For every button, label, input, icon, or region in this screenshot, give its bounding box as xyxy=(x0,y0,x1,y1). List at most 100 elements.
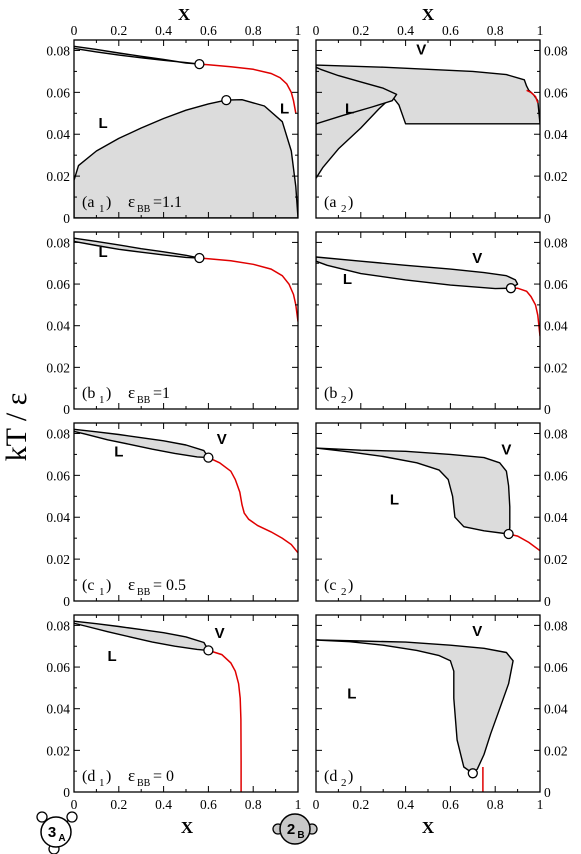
critical-line xyxy=(526,89,539,104)
coexistence-region-1 xyxy=(74,45,201,65)
y-tick-label-left: 0.06 xyxy=(46,468,70,483)
panel-label-sub: 2 xyxy=(341,394,347,406)
y-tick-label-left: 0.02 xyxy=(46,360,70,375)
x-tick-label-bottom: 0 xyxy=(71,797,78,812)
epsilon-value: =1 xyxy=(153,385,170,402)
x-tick-label-top: 0.4 xyxy=(155,23,172,38)
panel-d1: L V 0 0.2 0.4 0.6 0.8 1 0 0.02 0.04 0.06 0.08 (d 1) ε BB… xyxy=(46,614,301,812)
panel-label-sub: 1 xyxy=(99,203,105,215)
x-tick-label-top: 1 xyxy=(295,23,302,38)
epsilon-symbol: ε xyxy=(128,383,135,402)
molecule-a-digit: 3 xyxy=(48,824,56,841)
y-tick-label-left: 0.04 xyxy=(46,510,70,525)
x-tick-label-bottom: 0.2 xyxy=(110,797,127,812)
y-tick-label-left: 0.08 xyxy=(46,618,70,633)
phase-label-l: L xyxy=(345,100,354,117)
x-axis-title-top-left: X xyxy=(178,5,191,24)
coexistence-region-1 xyxy=(74,620,210,652)
phase-label-v: V xyxy=(217,431,227,448)
plot-area xyxy=(74,428,298,554)
critical-line xyxy=(199,63,297,114)
panel-a2: V L 0 0.2 0.4 0.6 0.8 1 0 0.02 0.04 0.06 0.08 (a 2) xyxy=(313,23,568,226)
y-tick-label-left: 0.04 xyxy=(46,127,70,142)
epsilon-value: = 0 xyxy=(153,768,174,785)
y-tick-label-left: 0.04 xyxy=(46,319,70,334)
phase-label-l: L xyxy=(99,115,108,132)
coexistence-region-2 xyxy=(316,66,398,125)
y-tick-label-right: 0.02 xyxy=(544,360,568,375)
x-tick-label-top: 0 xyxy=(71,23,78,38)
y-axis-title: kT / ε xyxy=(0,393,33,462)
epsilon-sub: BB xyxy=(137,778,151,789)
panel-b1: L 0 0.02 0.04 0.06 0.08 (b 1) ε BB =1 xyxy=(46,231,299,417)
phase-label-l: L xyxy=(114,444,123,461)
molecule-b-sub: B xyxy=(297,830,304,841)
x-tick-label-bottom: 0.6 xyxy=(200,797,217,812)
epsilon-value: = 0.5 xyxy=(153,577,186,594)
panel-label-tail: ) xyxy=(106,768,111,785)
y-tick-label-left: 0 xyxy=(63,785,70,800)
critical-line xyxy=(508,533,540,552)
phase-label-l: L xyxy=(343,271,352,288)
y-tick-label-right: 0 xyxy=(544,594,551,609)
plot-area xyxy=(316,447,540,552)
x-tick-label-bottom: 0.8 xyxy=(245,797,262,812)
panel-label-tail: ) xyxy=(106,194,111,211)
panel-label-sub: 2 xyxy=(341,203,347,215)
y-tick-label-right: 0.04 xyxy=(544,510,568,525)
molecule-b-digit: 2 xyxy=(287,821,295,838)
y-tick-label-left: 0 xyxy=(63,211,70,226)
critical-line xyxy=(199,257,298,322)
epsilon-value: =1.1 xyxy=(153,194,182,211)
panels-layer: LL0 0.2 0.4 0.6 0.8 100.020.040.060.08(a 1) ε BB… xyxy=(46,23,568,812)
epsilon-sub: BB xyxy=(137,587,151,598)
phase-label-v: V xyxy=(472,250,482,267)
molecule-b-icon: 2 B xyxy=(272,813,318,845)
panel-label-tail: ) xyxy=(348,577,353,594)
plot-area xyxy=(316,64,540,179)
y-tick-label-left: 0 xyxy=(63,402,70,417)
x-tick-label-bottom: 0.8 xyxy=(487,797,504,812)
x-tick-label-top: 0 xyxy=(313,23,320,38)
critical-point-1 xyxy=(203,645,214,656)
panel-label-sub: 1 xyxy=(99,777,105,789)
coexistence-region-1 xyxy=(316,639,514,774)
coexistence-region-1 xyxy=(74,237,201,259)
panel-label-tail: ) xyxy=(348,768,353,785)
y-tick-label-left: 0.06 xyxy=(46,85,70,100)
x-tick-label-bottom: 1 xyxy=(537,797,544,812)
y-tick-label-right: 0.02 xyxy=(544,169,568,184)
panel-label-tail: ) xyxy=(348,385,353,402)
critical-point-1 xyxy=(505,283,517,294)
x-tick-label-top: 0.6 xyxy=(442,23,459,38)
y-tick-label-right: 0.06 xyxy=(544,660,568,675)
y-tick-label-right: 0.06 xyxy=(544,277,568,292)
y-tick-label-right: 0 xyxy=(544,785,551,800)
phase-label-l: L xyxy=(108,648,117,665)
coexistence-region-1 xyxy=(316,447,511,535)
y-tick-label-right: 0.08 xyxy=(544,618,568,633)
panel-label-sub: 2 xyxy=(341,586,347,598)
x-tick-label-top: 0.8 xyxy=(487,23,504,38)
y-tick-label-left: 0.02 xyxy=(46,552,70,567)
panel-label-sub: 2 xyxy=(341,777,347,789)
panel-label: (b xyxy=(82,385,95,402)
phase-label-v: V xyxy=(472,623,482,640)
epsilon-symbol: ε xyxy=(128,192,135,211)
panel-label: (b xyxy=(324,385,337,402)
critical-point-1 xyxy=(203,452,214,463)
plot-area xyxy=(74,620,242,792)
x-axis-title-top-right: X xyxy=(422,5,435,24)
y-tick-label-right: 0.04 xyxy=(544,702,568,717)
y-tick-label-right: 0.08 xyxy=(544,235,568,250)
y-tick-label-left: 0.02 xyxy=(46,743,70,758)
phase-label-l: L xyxy=(99,244,108,261)
x-tick-label-top: 1 xyxy=(537,23,544,38)
y-tick-label-left: 0.08 xyxy=(46,43,70,58)
y-tick-label-left: 0.04 xyxy=(46,702,70,717)
x-axis-title-bottom-left: X xyxy=(181,818,194,837)
epsilon-symbol: ε xyxy=(128,575,135,594)
y-tick-label-left: 0 xyxy=(63,594,70,609)
x-tick-label-bottom: 0.6 xyxy=(442,797,459,812)
